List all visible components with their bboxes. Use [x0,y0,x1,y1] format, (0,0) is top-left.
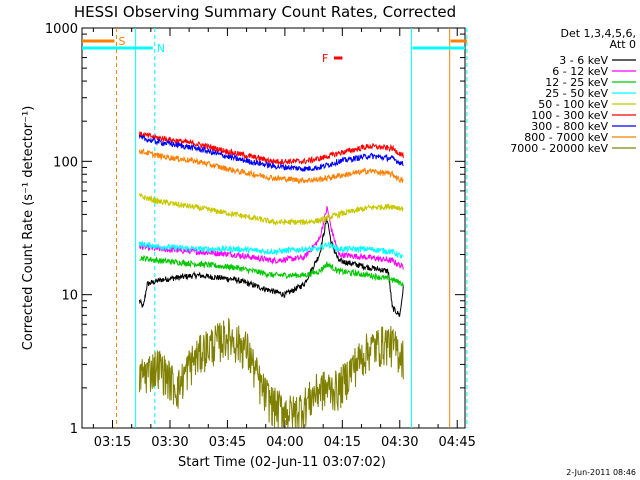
y-axis-label: Corrected Count Rate (s⁻¹ detector⁻¹) [21,106,36,351]
series-line-2 [139,256,403,287]
series-lines [139,132,403,428]
y-tick-label: 10 [61,289,78,304]
mode-label-n: N [157,42,165,55]
mode-label-s: S [118,35,125,48]
legend-entry-label: 7000 - 20000 keV [510,142,608,155]
series-line-8 [139,319,403,427]
x-tick-label: 04:30 [381,435,418,450]
x-tick-label: 03:30 [151,435,188,450]
y-tick-label: 100 [53,155,78,170]
chart-title: HESSI Observing Summary Count Rates, Cor… [74,3,456,21]
series-line-0 [139,218,403,317]
series-line-4 [139,193,403,225]
mode-label-f: F [322,52,328,65]
y-tick-label: 1000 [45,22,78,37]
legend-header: Att 0 [610,38,636,51]
x-tick-label: 04:45 [438,435,475,450]
x-tick-label: 03:45 [209,435,246,450]
x-tick-label: 03:15 [94,435,131,450]
y-tick-label: 1 [70,422,78,437]
series-line-1 [139,206,403,269]
x-tick-label: 04:15 [324,435,361,450]
x-tick-label: 04:00 [266,435,303,450]
chart: HESSI Observing Summary Count Rates, Cor… [0,0,640,480]
x-axis-label: Start Time (02-Jun-11 03:07:02) [178,455,386,470]
timestamp: 2-Jun-2011 08:46 [566,468,636,477]
